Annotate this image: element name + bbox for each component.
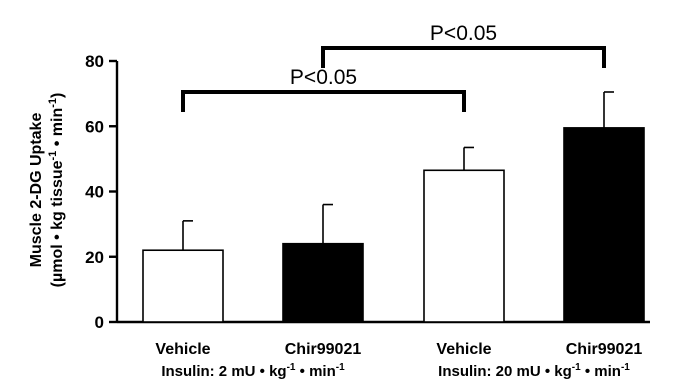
group-label: Insulin: 2 mU • kg-1 • min-1 — [161, 362, 345, 380]
significance-bracket — [181, 89, 466, 112]
x-category-label: Vehicle — [436, 341, 491, 358]
y-tick-label: 60 — [85, 117, 104, 136]
group-labels: Insulin: 2 mU • kg-1 • min-1 Insulin: 20 … — [161, 362, 630, 380]
bar — [423, 169, 505, 323]
significance-label: P<0.05 — [290, 66, 357, 89]
significance-brackets: P<0.05 P<0.05 — [181, 22, 606, 112]
y-axis-label: Muscle 2-DG Uptake (µmol • kg tissue-1 • … — [28, 93, 66, 288]
y-tick-label: 20 — [85, 248, 104, 267]
significance-label: P<0.05 — [430, 22, 497, 45]
x-category-label: Chir99021 — [285, 341, 362, 358]
bar — [563, 127, 645, 323]
y-tick-label: 80 — [85, 52, 104, 71]
group-label: Insulin: 20 mU • kg-1 • min-1 — [438, 362, 630, 380]
error-bars — [182, 91, 614, 251]
bars — [142, 127, 645, 323]
bar — [142, 249, 224, 323]
y-axis-title: Muscle 2-DG Uptake — [28, 113, 45, 268]
category-labels: Vehicle Chir99021 Vehicle Chir99021 — [155, 341, 642, 358]
x-category-label: Chir99021 — [566, 341, 643, 358]
significance-bracket — [321, 45, 606, 68]
y-tick-label: 40 — [85, 183, 104, 202]
x-category-label: Vehicle — [155, 341, 210, 358]
y-axis-units: (µmol • kg tissue-1 • min-1) — [47, 93, 66, 288]
bar — [282, 242, 364, 323]
y-tick-label: 0 — [95, 313, 104, 332]
